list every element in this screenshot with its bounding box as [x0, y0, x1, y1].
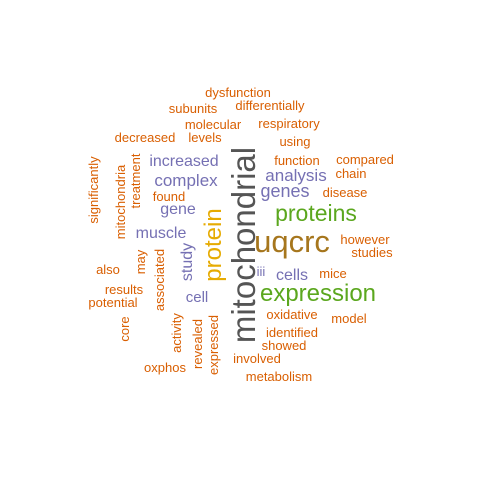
cloud-word-respiratory: respiratory: [258, 116, 320, 131]
cloud-word-core: core: [117, 316, 132, 341]
cloud-word-expression: expression: [260, 280, 376, 307]
cloud-word-results: results: [105, 282, 144, 297]
cloud-word-gene: gene: [160, 201, 196, 218]
cloud-word-dysfunction: dysfunction: [205, 85, 271, 100]
cloud-word-proteins: proteins: [275, 200, 357, 226]
cloud-word-oxphos: oxphos: [144, 360, 186, 375]
cloud-word-disease: disease: [323, 185, 368, 200]
cloud-word-cells: cells: [276, 267, 308, 284]
cloud-word-mitochondria: mitochondria: [113, 164, 128, 239]
cloud-word-protein: protein: [200, 208, 227, 281]
cloud-word-study: study: [179, 243, 196, 281]
cloud-word-molecular: molecular: [185, 117, 242, 132]
cloud-word-activity: activity: [169, 313, 184, 353]
cloud-word-subunits: subunits: [169, 101, 218, 116]
cloud-word-using: using: [279, 134, 310, 149]
cloud-word-increased: increased: [149, 153, 218, 170]
cloud-word-complex: complex: [154, 171, 218, 190]
cloud-word-however: however: [340, 232, 390, 247]
cloud-word-may: may: [133, 249, 148, 274]
cloud-word-also: also: [96, 262, 120, 277]
cloud-word-uqcrc: uqcrc: [254, 224, 330, 259]
cloud-word-cell: cell: [186, 289, 209, 306]
cloud-word-associated: associated: [152, 249, 167, 311]
cloud-word-potential: potential: [88, 295, 137, 310]
cloud-word-metabolism: metabolism: [246, 369, 312, 384]
cloud-word-mitochondrial: mitochondrial: [225, 147, 262, 343]
cloud-word-showed: showed: [262, 338, 307, 353]
cloud-word-differentially: differentially: [235, 98, 305, 113]
cloud-word-mice: mice: [319, 266, 346, 281]
cloud-word-analysis: analysis: [265, 166, 326, 185]
cloud-word-expressed: expressed: [206, 315, 221, 375]
cloud-word-oxidative: oxidative: [266, 307, 317, 322]
cloud-word-decreased: decreased: [115, 130, 176, 145]
cloud-word-model: model: [331, 311, 367, 326]
cloud-word-function: function: [274, 153, 320, 168]
cloud-word-identified: identified: [266, 325, 318, 340]
cloud-word-iii: iii: [257, 264, 266, 279]
cloud-word-genes: genes: [260, 181, 309, 201]
cloud-word-chain: chain: [335, 166, 366, 181]
cloud-word-levels: levels: [188, 130, 222, 145]
cloud-word-treatment: treatment: [128, 153, 143, 208]
cloud-word-muscle: muscle: [136, 225, 187, 242]
cloud-word-involved: involved: [233, 351, 281, 366]
cloud-word-studies: studies: [351, 245, 393, 260]
cloud-word-compared: compared: [336, 152, 394, 167]
cloud-word-revealed: revealed: [190, 319, 205, 369]
cloud-word-significantly: significantly: [86, 156, 101, 224]
cloud-word-found: found: [153, 189, 186, 204]
